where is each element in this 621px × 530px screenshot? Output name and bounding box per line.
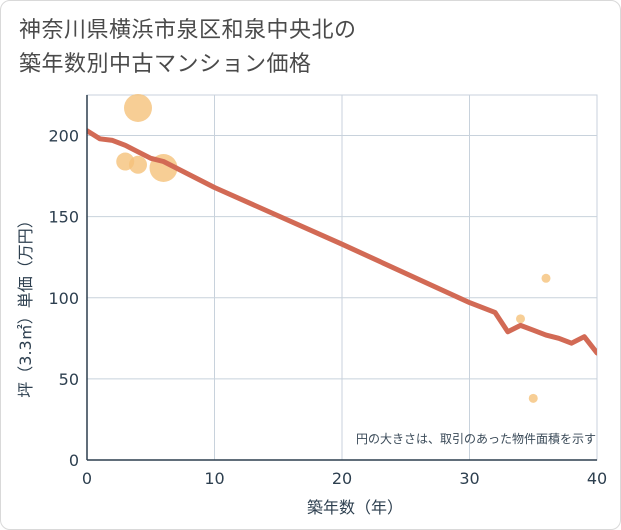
data-bubble bbox=[541, 273, 551, 283]
x-axis-label: 築年数（年） bbox=[307, 498, 403, 517]
data-bubble bbox=[129, 155, 147, 174]
x-tick-label: 30 bbox=[459, 469, 479, 488]
chart-title-line2: 築年数別中古マンション価格 bbox=[19, 52, 312, 77]
x-tick-label: 0 bbox=[82, 469, 92, 488]
chart-title-line1: 神奈川県横浜市泉区和泉中央北の bbox=[19, 18, 357, 43]
trend-line bbox=[87, 128, 597, 356]
tick-labels: 0 50 100 150 200 0 10 20 30 40 bbox=[48, 127, 607, 488]
size-annotation: 円の大きさは、取引のあった物件面積を示す bbox=[356, 431, 596, 446]
grid bbox=[86, 94, 598, 461]
y-tick-label: 50 bbox=[59, 370, 79, 389]
x-tick-label: 20 bbox=[332, 469, 352, 488]
y-tick-label: 0 bbox=[69, 451, 79, 470]
data-bubble bbox=[124, 93, 152, 122]
data-bubble bbox=[528, 393, 538, 403]
y-tick-label: 200 bbox=[48, 127, 79, 146]
x-tick-label: 10 bbox=[204, 469, 224, 488]
bubble-series bbox=[116, 93, 551, 403]
chart-title: 神奈川県横浜市泉区和泉中央北の 築年数別中古マンション価格 bbox=[19, 14, 579, 82]
y-tick-label: 150 bbox=[48, 208, 79, 227]
data-bubble bbox=[516, 314, 525, 324]
y-tick-label: 100 bbox=[48, 289, 79, 308]
line-series bbox=[87, 128, 597, 356]
axes bbox=[86, 95, 597, 461]
y-axis-label: 坪（3.3㎡）単価（万円） bbox=[16, 212, 35, 397]
x-tick-label: 40 bbox=[587, 469, 607, 488]
